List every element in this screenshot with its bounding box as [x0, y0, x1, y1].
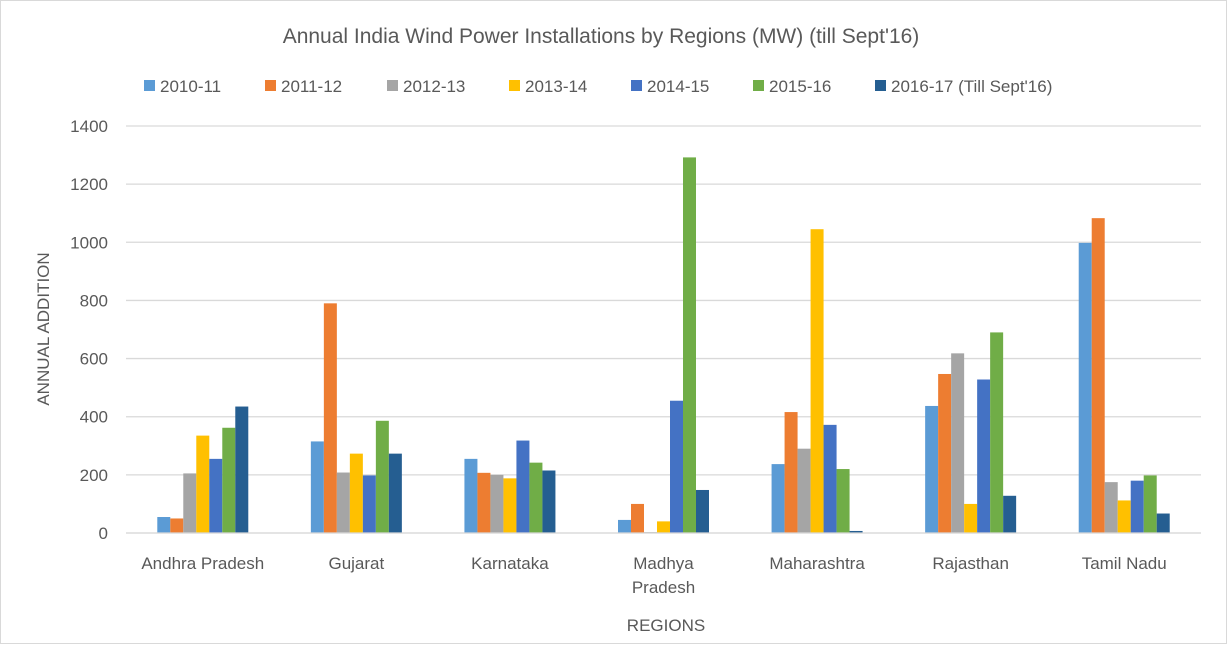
bar: [183, 473, 197, 533]
bar: [964, 503, 978, 533]
gridlines: 0 200 400 600 800 1000 1200 1400: [70, 117, 1201, 543]
x-tick-label: Madhya Pradesh: [632, 554, 695, 597]
legend-label: 2012-13: [403, 77, 465, 96]
x-tick-label: Maharashtra: [769, 554, 865, 573]
bar: [477, 472, 491, 533]
legend-swatch: [509, 80, 520, 91]
bar: [631, 503, 644, 533]
bar: [990, 332, 1004, 533]
bar: [977, 379, 991, 533]
x-tick-label: Rajasthan: [932, 554, 1009, 573]
bar: [323, 303, 337, 533]
bar: [823, 424, 837, 533]
x-tick-label: Gujarat: [328, 554, 384, 573]
bar: [784, 412, 798, 533]
x-axis-label: REGIONS: [627, 616, 705, 635]
y-axis-label: ANNUAL ADDITION: [34, 252, 53, 405]
legend-label: 2014-15: [647, 77, 709, 96]
y-tick-label: 200: [80, 466, 108, 485]
bar: [1003, 495, 1017, 533]
bar: [490, 474, 504, 533]
bar: [951, 353, 965, 533]
bar: [1130, 480, 1144, 533]
bar: [657, 521, 670, 533]
bar: [1078, 242, 1092, 534]
x-tick-label: Tamil Nadu: [1082, 554, 1167, 573]
y-tick-label: 400: [80, 408, 108, 427]
bar: [529, 462, 543, 533]
chart-title: Annual India Wind Power Installations by…: [283, 25, 920, 48]
y-tick-label: 600: [80, 350, 108, 369]
legend-swatch: [387, 80, 398, 91]
legend-label: 2015-16: [769, 77, 831, 96]
bar: [683, 157, 696, 533]
bar: [810, 229, 824, 534]
bar: [670, 400, 683, 533]
bar: [797, 448, 811, 533]
bar: [1104, 482, 1118, 533]
bar: [170, 518, 184, 533]
bar: [157, 517, 171, 533]
bar: [503, 478, 517, 533]
bar: [310, 441, 324, 533]
legend-swatch: [144, 80, 155, 91]
bar: [542, 470, 556, 533]
legend-label: 2010-11: [160, 77, 221, 96]
bar: [196, 435, 210, 533]
bar: [849, 530, 863, 533]
bar: [464, 458, 478, 533]
bar: [618, 519, 631, 533]
legend: 2010-11 2011-12 2012-13 2013-14 2014-15 2015-…: [144, 77, 1052, 96]
bar: [1156, 513, 1170, 533]
bar: [362, 475, 376, 533]
x-tick-labels: Andhra Pradesh Gujarat Karnataka Madhya Prad…: [141, 554, 1166, 597]
y-tick-label: 800: [80, 291, 108, 310]
bar: [336, 472, 350, 533]
bar: [1143, 475, 1157, 533]
x-tick-label: Karnataka: [471, 554, 549, 573]
x-tick-label: Andhra Pradesh: [141, 554, 264, 573]
bar: [388, 453, 402, 533]
bar: [1091, 218, 1105, 533]
legend-swatch: [875, 80, 886, 91]
legend-swatch: [753, 80, 764, 91]
bars: [126, 157, 1201, 534]
bar: [349, 453, 363, 533]
legend-swatch: [631, 80, 642, 91]
bar: [375, 420, 389, 533]
y-tick-label: 1400: [70, 117, 108, 136]
bar: [925, 405, 939, 533]
bar: [516, 440, 530, 533]
legend-label: 2016-17 (Till Sept'16): [891, 77, 1052, 96]
y-tick-label: 1200: [70, 175, 108, 194]
bar: [696, 489, 709, 533]
bar: [938, 373, 952, 533]
bar: [1117, 500, 1131, 533]
legend-label: 2011-12: [281, 77, 342, 96]
bar: [222, 427, 236, 533]
legend-swatch: [265, 80, 276, 91]
bar: [771, 464, 785, 533]
bar: [235, 406, 249, 533]
bar: [836, 469, 850, 533]
y-tick-label: 0: [99, 524, 108, 543]
legend-label: 2013-14: [525, 77, 587, 96]
bar: [209, 458, 223, 533]
y-tick-label: 1000: [70, 233, 108, 252]
